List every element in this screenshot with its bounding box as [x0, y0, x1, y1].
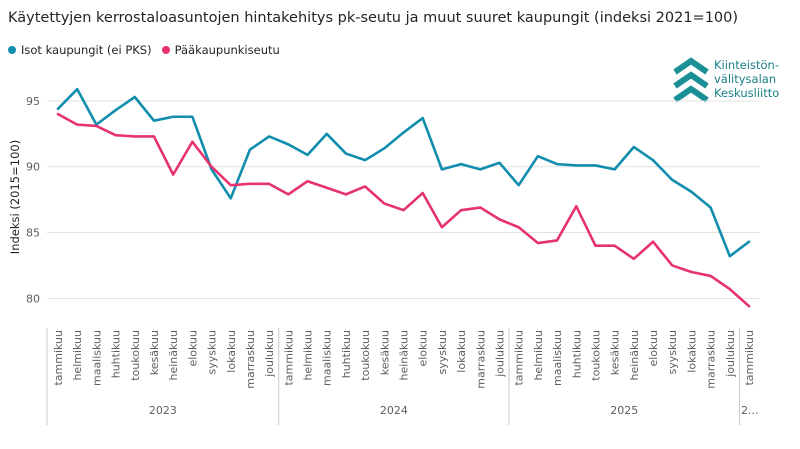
year-label-2023: 2023	[149, 404, 177, 417]
x-tick-label: lokakuu	[455, 330, 468, 373]
x-tick-label: tammikuu	[743, 330, 756, 386]
x-tick-label: elokuu	[417, 330, 430, 367]
logo-line-2: välitysalan	[714, 72, 777, 86]
y-axis-label: Indeksi (2015=100)	[8, 140, 22, 254]
x-tick-label: joulukuu	[263, 330, 276, 378]
chevron-stack-icon	[673, 57, 709, 103]
legend-item-paakaupunkiseutu[interactable]: Pääkaupunkiseutu	[161, 43, 280, 57]
x-tick-label: maaliskuu	[90, 330, 103, 386]
y-tick-label-85: 85	[26, 227, 40, 240]
legend-marker-isot-kaupungit	[8, 46, 16, 54]
legend-item-isot-kaupungit[interactable]: Isot kaupungit (ei PKS)	[8, 43, 152, 57]
x-tick-label: helmikuu	[71, 330, 84, 381]
x-tick-label: kesäkuu	[378, 330, 391, 375]
x-tick-label: lokakuu	[685, 330, 698, 373]
x-tick-label: maaliskuu	[321, 330, 334, 386]
x-tick-label: marraskuu	[474, 330, 487, 389]
series-line-0	[56, 87, 751, 258]
x-tick-label: syyskuu	[206, 330, 219, 374]
x-tick-label: toukokuu	[589, 330, 602, 381]
legend: Isot kaupungit (ei PKS) Pääkaupunkiseutu	[8, 43, 290, 57]
x-tick-label: joulukuu	[724, 330, 737, 378]
x-tick-label: syyskuu	[666, 330, 679, 374]
x-tick-label: elokuu	[186, 330, 199, 367]
x-tick-label: toukokuu	[129, 330, 142, 381]
y-tick-label-90: 90	[26, 161, 40, 174]
x-tick-label: heinäkuu	[628, 330, 641, 380]
x-tick-label: huhtikuu	[570, 330, 583, 378]
x-tick-label: elokuu	[647, 330, 660, 367]
logo-line-1: Kiinteistön-	[714, 58, 779, 72]
x-tick-label: kesäkuu	[148, 330, 161, 375]
legend-marker-paakaupunkiseutu	[161, 46, 170, 54]
year-label-2025: 2025	[610, 404, 638, 417]
legend-label-isot-kaupungit: Isot kaupungit (ei PKS)	[21, 43, 152, 57]
logo-text: Kiinteistön- välitysalan Keskusliitto	[714, 58, 779, 100]
x-tick-label: kesäkuu	[609, 330, 622, 375]
kvkl-logo: Kiinteistön- välitysalan Keskusliitto	[672, 56, 782, 108]
x-tick-label: maaliskuu	[551, 330, 564, 386]
x-tick-label: huhtikuu	[340, 330, 353, 378]
x-tick-label: helmikuu	[532, 330, 545, 381]
x-tick-label: toukokuu	[359, 330, 372, 381]
chart-title: Käytettyjen kerrostaloasuntojen hintakeh…	[8, 10, 739, 26]
y-tick-label-95: 95	[26, 95, 40, 108]
x-tick-label: syyskuu	[436, 330, 449, 374]
x-tick-label: tammikuu	[282, 330, 295, 386]
x-tick-label: marraskuu	[705, 330, 718, 389]
x-tick-label: tammikuu	[513, 330, 526, 386]
x-tick-label: lokakuu	[225, 330, 238, 373]
year-label-2...: 2...	[741, 404, 759, 417]
x-tick-label: heinäkuu	[167, 330, 180, 380]
legend-label-paakaupunkiseutu: Pääkaupunkiseutu	[174, 43, 280, 57]
x-tick-label: tammikuu	[52, 330, 65, 386]
x-tick-label: helmikuu	[302, 330, 315, 381]
series-line-1	[56, 112, 751, 308]
year-label-2024: 2024	[380, 404, 408, 417]
x-tick-label: joulukuu	[493, 330, 506, 378]
logo-line-3: Keskusliitto	[714, 86, 780, 100]
y-tick-label-80: 80	[26, 292, 40, 305]
x-tick-label: heinäkuu	[398, 330, 411, 380]
x-tick-label: huhtikuu	[110, 330, 123, 378]
x-tick-label: marraskuu	[244, 330, 257, 389]
